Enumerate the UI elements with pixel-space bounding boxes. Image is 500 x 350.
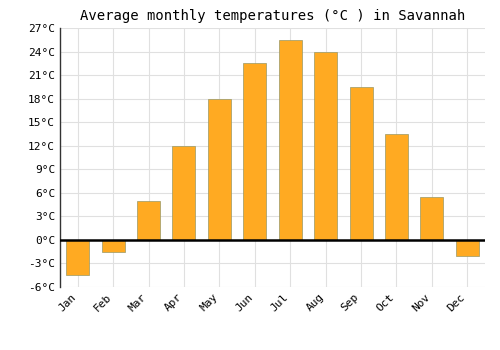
Bar [278, 40, 301, 240]
Bar [350, 87, 372, 240]
Bar [172, 146, 196, 240]
Bar [314, 51, 337, 240]
Bar [244, 63, 266, 240]
Bar [456, 240, 479, 256]
Title: Average monthly temperatures (°C ) in Savannah: Average monthly temperatures (°C ) in Sa… [80, 9, 465, 23]
Bar [66, 240, 89, 275]
Bar [102, 240, 124, 252]
Bar [420, 197, 444, 240]
Bar [208, 99, 231, 240]
Bar [385, 134, 408, 240]
Bar [137, 201, 160, 240]
